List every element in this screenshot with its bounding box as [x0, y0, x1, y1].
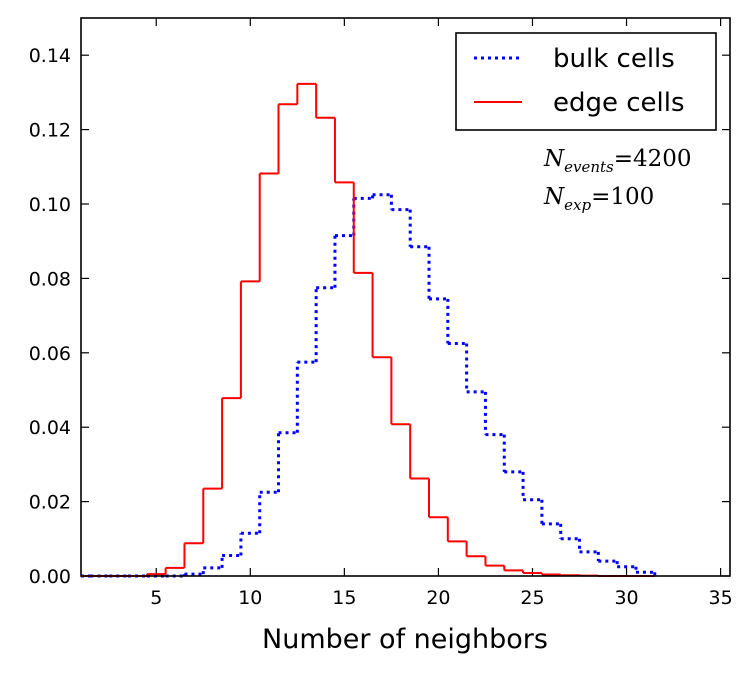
legend-label-edge-cells: edge cells [553, 88, 685, 118]
y-tick-label: 0.06 [29, 343, 71, 365]
legend: bulk cells edge cells [455, 32, 717, 131]
y-tick-label: 0.10 [29, 194, 71, 216]
x-tick-label: 15 [332, 587, 356, 609]
x-tick-label: 35 [709, 587, 733, 609]
x-tick-label: 5 [150, 587, 162, 609]
y-tick-label: 0.14 [29, 45, 71, 67]
y-tick-label: 0.08 [29, 268, 71, 290]
y-axis-ticks: 0.00 0.02 0.04 0.06 0.08 0.10 0.12 0.14 [29, 45, 730, 588]
x-tick-label: 10 [238, 587, 262, 609]
x-tick-label: 25 [520, 587, 544, 609]
x-axis-label: Number of neighbors [262, 624, 548, 655]
legend-box [455, 32, 717, 131]
legend-label-bulk-cells: bulk cells [553, 44, 675, 74]
x-tick-label: 20 [426, 587, 450, 609]
plot-frame [80, 17, 731, 577]
annotation-n-events: Nevents=4200 [543, 146, 692, 176]
annotation-n-exp: Nexp=100 [543, 184, 654, 214]
y-tick-label: 0.00 [29, 566, 71, 588]
y-tick-label: 0.02 [29, 492, 71, 514]
y-tick-label: 0.04 [29, 417, 71, 439]
x-tick-label: 30 [614, 587, 638, 609]
x-axis-ticks: 5 10 15 20 25 30 35 [150, 18, 733, 609]
y-tick-label: 0.12 [29, 120, 71, 142]
annotation: Nevents=4200 Nexp=100 [543, 146, 692, 214]
